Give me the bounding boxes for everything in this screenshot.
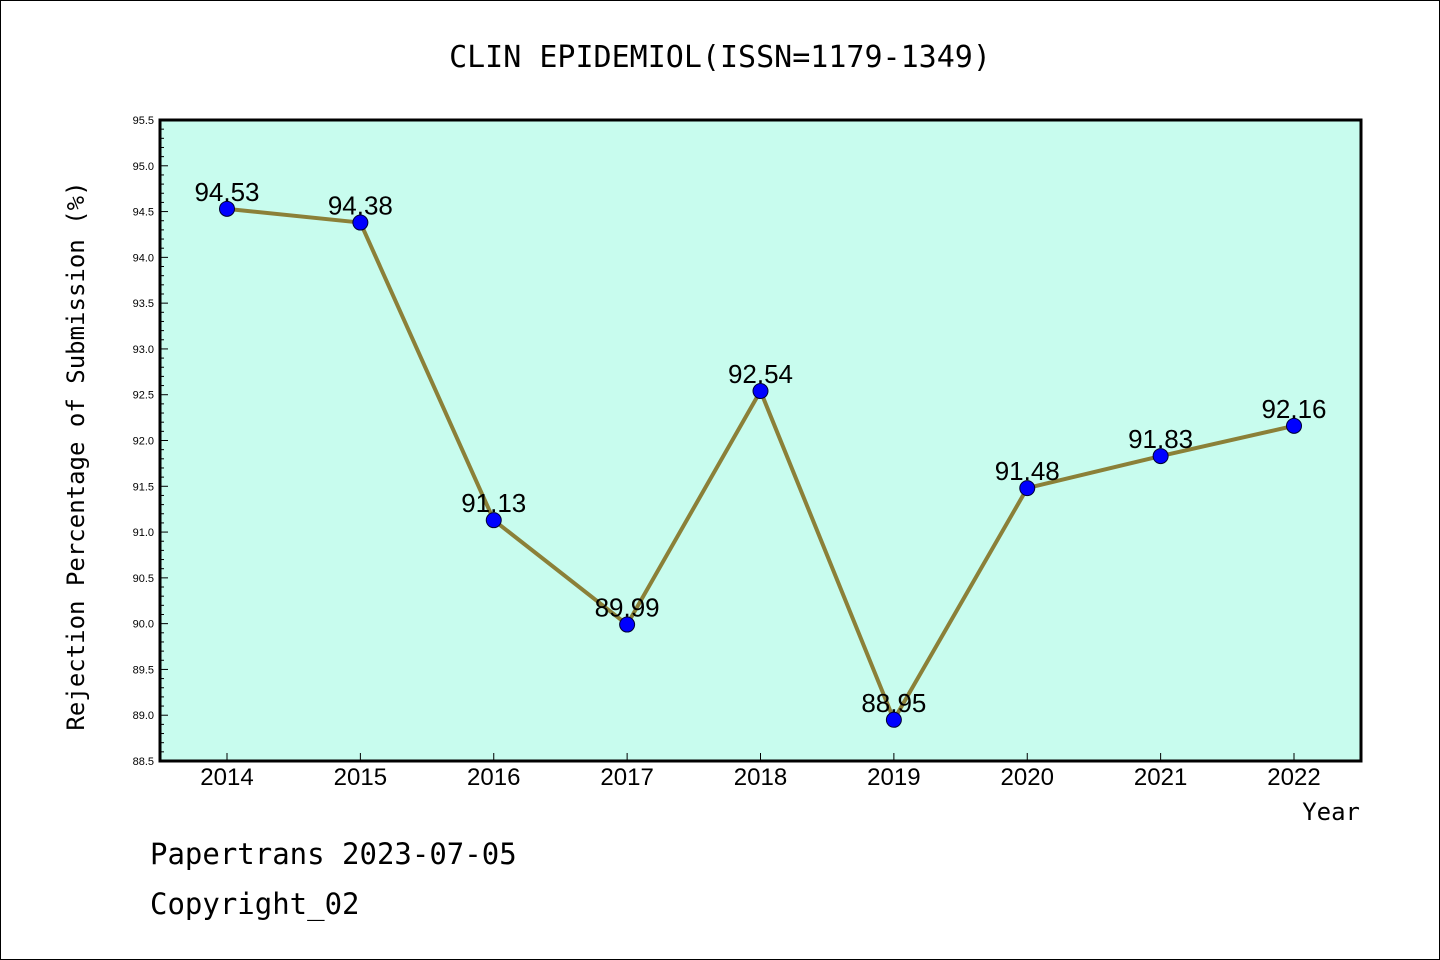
x-axis-label: Year [1302,798,1360,826]
line-segment [358,220,496,523]
x-tick-label: 2016 [467,764,520,791]
x-tick-label: 2017 [600,764,653,791]
y-tick-label: 94.5 [133,207,154,219]
x-tick-label: 2022 [1267,764,1320,791]
line-segment [1158,423,1296,459]
y-axis: 88.5 89.0 89.5 90.0 90.5 91.0 91.5 92.0 92.5 93.0… [133,115,168,768]
data-label: 89.99 [595,593,660,623]
y-tick-label: 92.5 [133,390,154,402]
data-point [352,214,369,231]
x-tick-label: 2021 [1134,764,1187,791]
y-tick-label: 93.5 [133,298,154,310]
data-label: 92.54 [728,359,793,389]
data-point [1286,417,1302,434]
footer-date: Papertrans 2023-07-05 [150,837,517,871]
data-label: 92.16 [1261,394,1326,424]
x-tick-label: 2020 [1001,764,1054,791]
data-point [619,616,636,633]
series-line [225,206,1296,722]
line-segment [491,518,630,627]
data-label: 91.48 [995,456,1060,486]
x-axis: 2014 2015 2016 2017 2018 2019 2020 2021 2022 [200,753,1321,791]
x-tick-label: 2019 [867,764,920,791]
y-tick-label: 93.0 [133,344,154,356]
data-point [752,383,769,400]
y-tick-label: 88.5 [133,756,154,768]
x-tick-label: 2014 [200,764,253,791]
y-tick-label: 89.0 [133,710,154,722]
data-point [1152,448,1169,465]
data-label: 88.95 [861,688,926,718]
line-segment [891,486,1030,722]
y-tick-label: 90.0 [133,619,154,631]
y-tick-label: 91.5 [133,481,154,493]
y-tick-label: 95.0 [133,161,154,173]
chart-title: CLIN EPIDEMIOL(ISSN=1179-1349) [449,40,991,75]
data-point [1019,480,1036,497]
data-label: 91.13 [461,488,526,518]
data-point [219,200,235,217]
data-label: 94.38 [328,191,393,221]
line-segment [625,389,763,627]
series-markers [219,200,1302,728]
y-tick-label: 94.0 [133,252,154,264]
line-segment [758,389,896,722]
data-point [885,711,902,728]
data-label: 91.83 [1128,424,1193,454]
y-axis-label: Rejection Percentage of Submission (%) [62,181,90,730]
x-tick-label: 2018 [734,764,787,791]
data-labels: 94.53 94.38 91.13 89.99 92.54 88.95 91.48 91.83… [194,177,1326,718]
y-tick-label: 91.0 [133,527,154,539]
y-tick-label: 92.0 [133,436,154,448]
x-tick-label: 2015 [334,764,387,791]
footer-copyright: Copyright_02 [150,887,360,922]
y-tick-label: 90.5 [133,573,154,585]
y-tick-label: 95.5 [133,115,154,127]
y-tick-label: 89.5 [133,664,154,676]
line-segment [225,206,363,225]
data-point [485,512,502,529]
data-label: 94.53 [194,177,259,207]
line-segment [1025,454,1163,491]
